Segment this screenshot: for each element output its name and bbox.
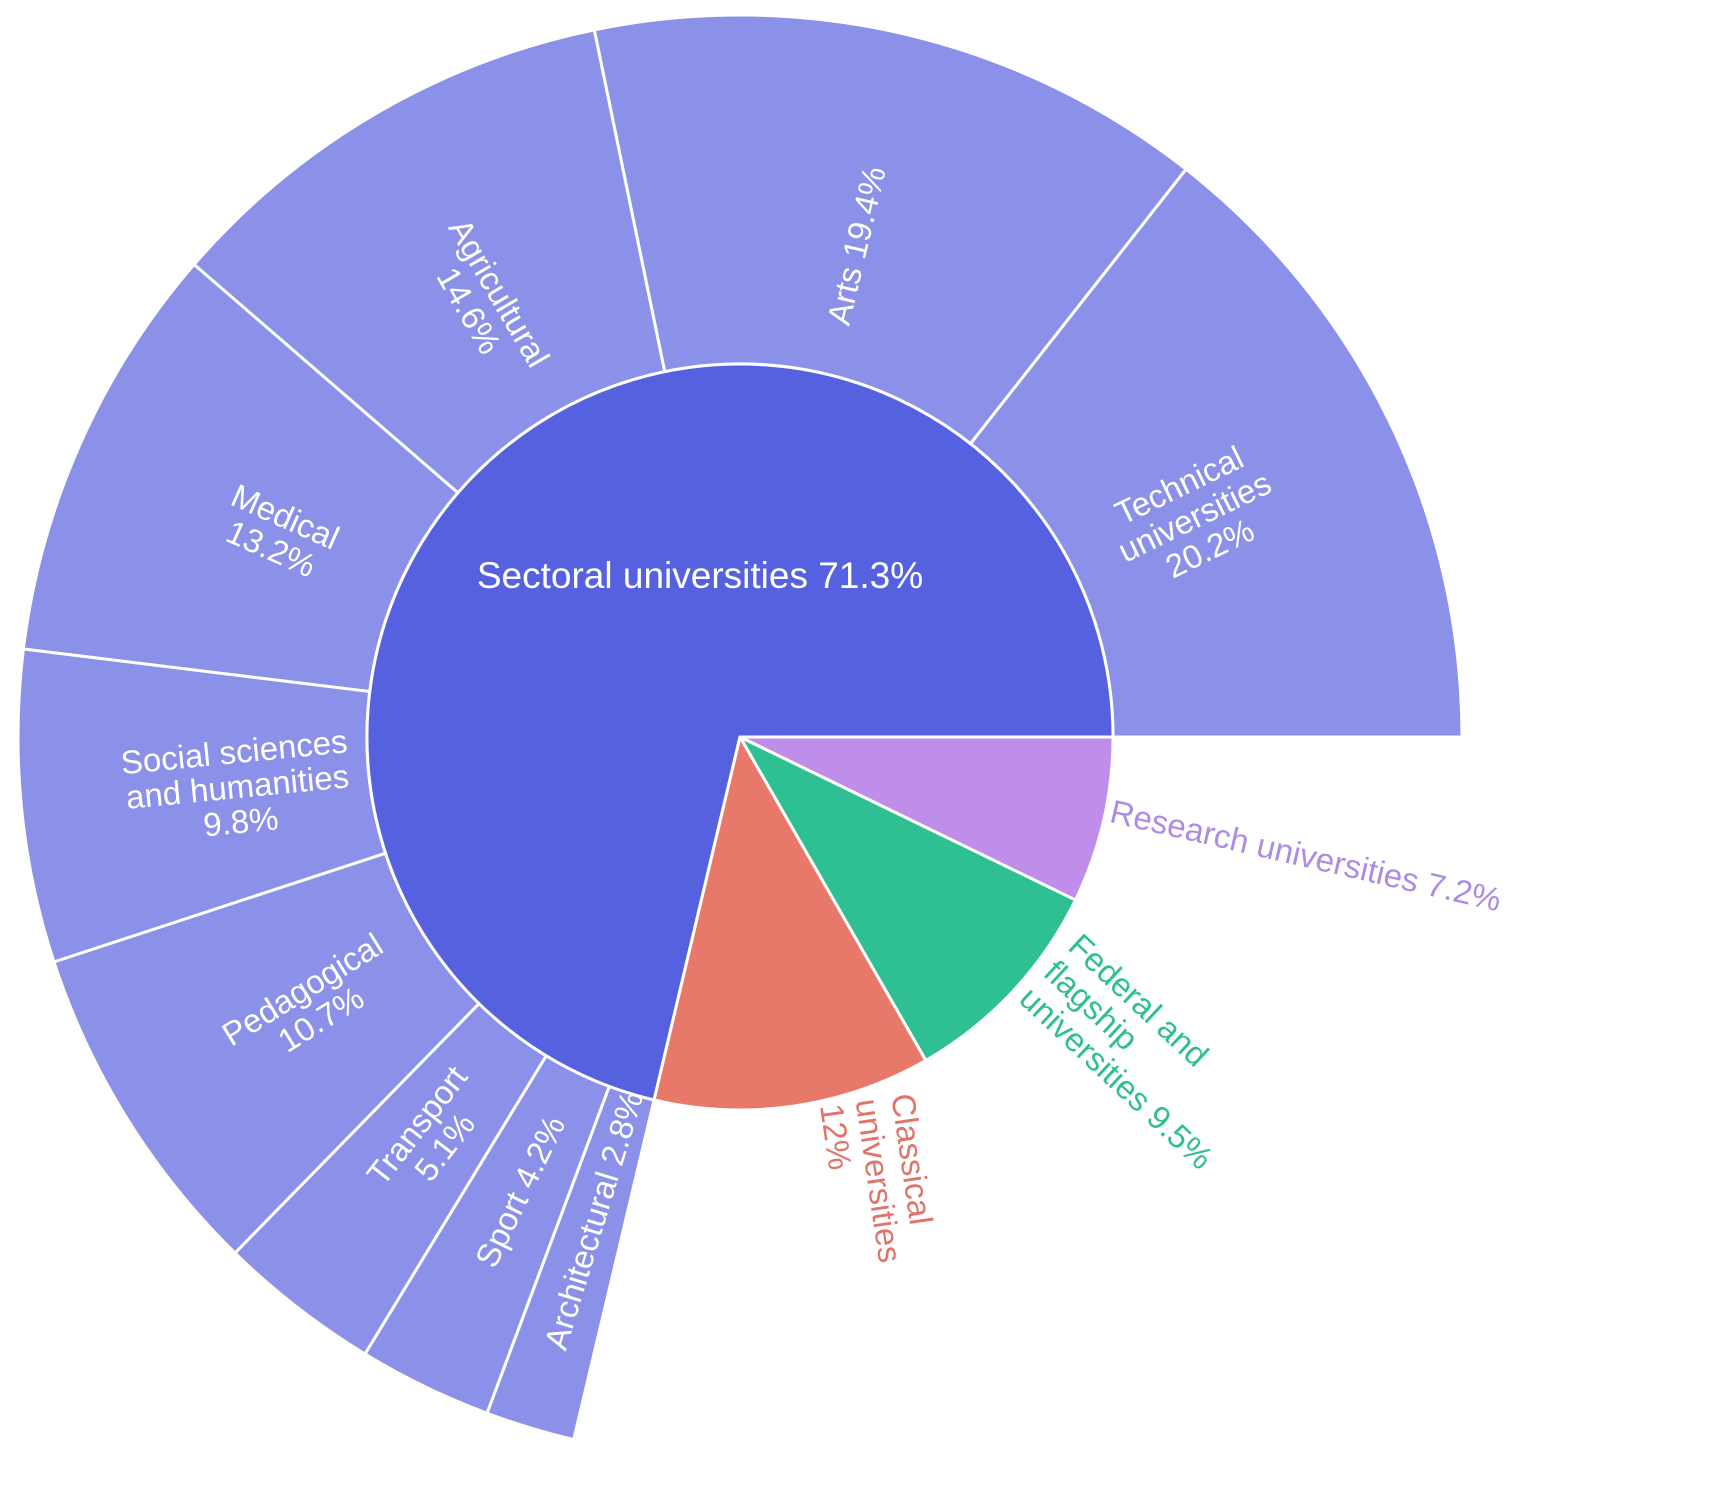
- label-social-sciences-and-humanities: Social sciencesand humanities9.8%: [119, 722, 356, 851]
- slice-federal-and-flagship-universities[interactable]: [738, 735, 1077, 1062]
- label-classical-universities: Classicaluniversities12%: [813, 1091, 945, 1270]
- slice-research-universities[interactable]: [738, 735, 1115, 902]
- label-research-universities: Research universities 7.2%: [1107, 793, 1505, 919]
- slice-sectoral-universities[interactable]: [365, 362, 1115, 1102]
- slice-classical-universities[interactable]: [652, 735, 928, 1112]
- label-federal-and-flagship-universities: Federal andflagshipuniversities 9.5%: [1013, 926, 1270, 1176]
- label-sectoral-universities: Sectoral universities 71.3%: [477, 555, 923, 596]
